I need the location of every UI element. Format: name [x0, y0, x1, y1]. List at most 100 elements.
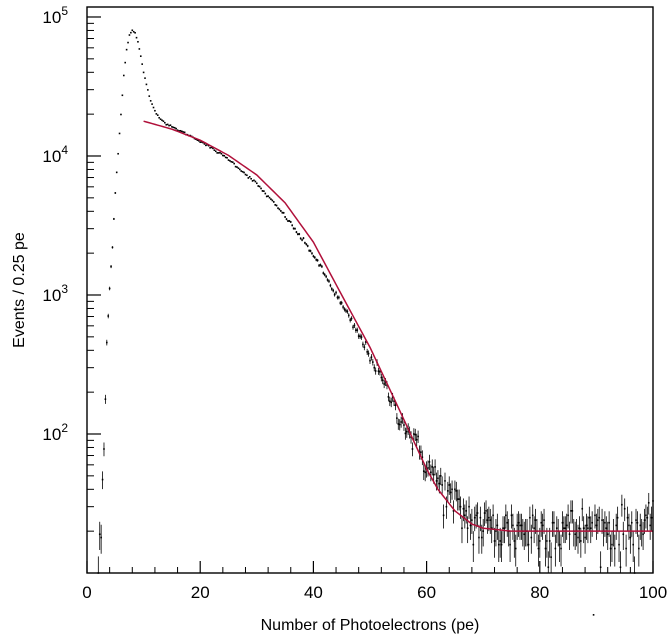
- data-point: [373, 367, 375, 369]
- data-point: [228, 159, 230, 161]
- data-point: [485, 510, 487, 512]
- data-point: [450, 492, 452, 494]
- data-point: [301, 239, 303, 241]
- data-point: [262, 190, 264, 192]
- data-point: [160, 118, 162, 120]
- data-point: [433, 474, 435, 476]
- data-point: [223, 155, 225, 157]
- data-point: [441, 484, 443, 486]
- data-point: [276, 205, 278, 207]
- data-point: [274, 204, 276, 206]
- data-point: [273, 201, 275, 203]
- data-point: [598, 517, 600, 519]
- data-point: [577, 537, 579, 539]
- data-point: [499, 540, 501, 542]
- data-point: [502, 527, 504, 529]
- data-point: [414, 434, 416, 436]
- data-point: [184, 131, 186, 133]
- data-point: [260, 188, 262, 190]
- data-point: [320, 264, 322, 266]
- data-point: [368, 353, 370, 355]
- data-point: [205, 145, 207, 147]
- data-point: [518, 522, 520, 524]
- data-point: [538, 548, 540, 550]
- data-point: [448, 484, 450, 486]
- data-point: [117, 153, 119, 155]
- data-point: [388, 396, 390, 398]
- data-point: [424, 472, 426, 474]
- data-point: [240, 170, 242, 172]
- data-point: [242, 171, 244, 173]
- data-point: [569, 533, 571, 535]
- data-point: [222, 155, 224, 157]
- data-point: [107, 315, 109, 317]
- data-point: [151, 103, 153, 105]
- data-point: [631, 522, 633, 524]
- data-point: [478, 537, 480, 539]
- data-point: [226, 157, 228, 159]
- data-point: [413, 433, 415, 435]
- data-point: [546, 540, 548, 542]
- data-point: [564, 527, 566, 529]
- data-point: [232, 161, 234, 163]
- data-point: [480, 517, 482, 519]
- data-point: [314, 257, 316, 259]
- data-point: [464, 515, 466, 517]
- data-point: [533, 527, 535, 529]
- data-point: [440, 475, 442, 477]
- data-point: [481, 537, 483, 539]
- data-point: [596, 525, 598, 527]
- data-point: [236, 166, 238, 168]
- data-point: [355, 329, 357, 331]
- data-point: [334, 294, 336, 296]
- data-point: [635, 519, 637, 521]
- data-point: [304, 242, 306, 244]
- data-point: [447, 490, 449, 492]
- data-point: [359, 335, 361, 337]
- data-point: [372, 361, 374, 363]
- x-tick-label: 40: [304, 583, 323, 602]
- data-point: [475, 515, 477, 517]
- data-point: [644, 519, 646, 521]
- data-point: [174, 127, 176, 129]
- data-point: [514, 540, 516, 542]
- data-point: [590, 527, 592, 529]
- data-point: [495, 530, 497, 532]
- x-tick-label: 20: [191, 583, 210, 602]
- data-point: [124, 62, 126, 64]
- data-point: [540, 522, 542, 524]
- data-point: [324, 274, 326, 276]
- data-point: [257, 185, 259, 187]
- data-point: [460, 506, 462, 508]
- data-point: [403, 424, 405, 426]
- data-point: [463, 508, 465, 510]
- data-point: [127, 42, 129, 44]
- data-point: [549, 540, 551, 542]
- data-point: [487, 519, 489, 521]
- data-point: [141, 63, 143, 65]
- data-point: [535, 519, 537, 521]
- data-point: [434, 466, 436, 468]
- data-point: [625, 548, 627, 550]
- data-point: [601, 519, 603, 521]
- data-point: [358, 335, 360, 337]
- data-point: [297, 233, 299, 235]
- data-point: [531, 537, 533, 539]
- data-point: [283, 212, 285, 214]
- data-point: [597, 519, 599, 521]
- data-point: [552, 522, 554, 524]
- data-point: [553, 522, 555, 524]
- data-point: [171, 126, 173, 128]
- data-point: [627, 517, 629, 519]
- x-axis-label: Number of Photoelectrons (pe): [261, 617, 480, 634]
- data-point: [354, 325, 356, 327]
- data-point: [456, 490, 458, 492]
- data-point: [221, 153, 223, 155]
- data-point: [339, 302, 341, 304]
- data-point: [420, 451, 422, 453]
- data-point: [648, 502, 650, 504]
- data-point: [505, 515, 507, 517]
- data-point: [399, 424, 401, 426]
- data-point: [112, 247, 114, 249]
